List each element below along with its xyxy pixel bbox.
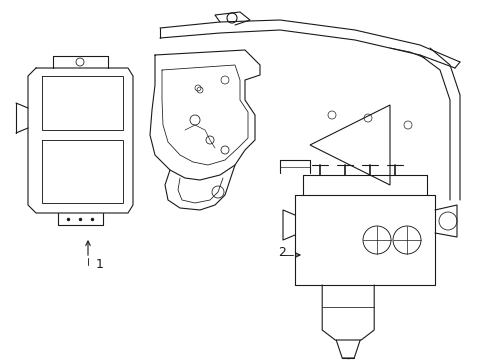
Text: 2: 2	[278, 246, 285, 258]
Text: 1: 1	[96, 258, 104, 271]
